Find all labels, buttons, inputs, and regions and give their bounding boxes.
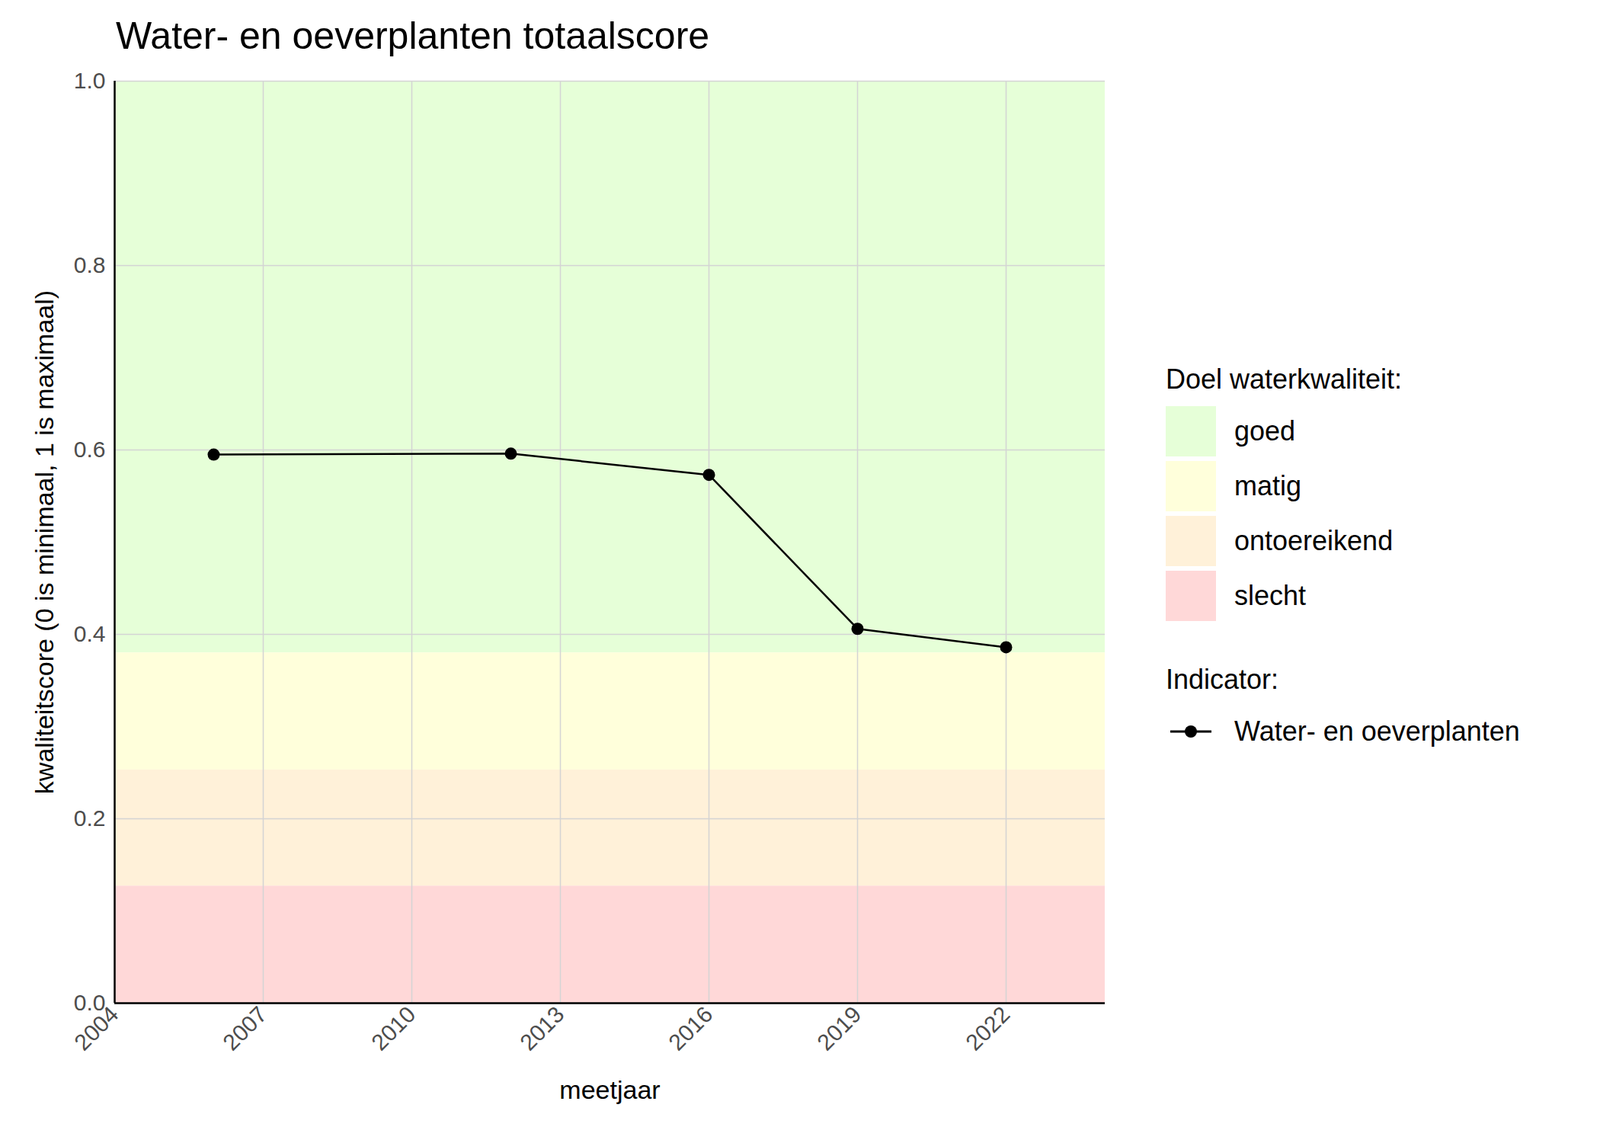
svg-text:0.0: 0.0	[73, 989, 106, 1015]
html-text:Water- en oeverplanten: Water- en oeverplanten	[1234, 715, 1520, 747]
svg-text:2004: 2004	[69, 1001, 124, 1056]
html-text:Water- en oeverplanten totaals: Water- en oeverplanten totaalscore	[115, 14, 710, 58]
svg-text:kwaliteitscore (0 is minimaal,: kwaliteitscore (0 is minimaal, 1 is maxi…	[29, 290, 59, 794]
svg-text:2010: 2010	[366, 1001, 421, 1056]
svg-text:2013: 2013	[515, 1001, 570, 1056]
svg-text:0.4: 0.4	[73, 620, 106, 647]
html-text:Doel waterkwaliteit:: Doel waterkwaliteit:	[1165, 363, 1402, 395]
html-text:matig: matig	[1234, 470, 1302, 502]
svg-text:0.6: 0.6	[73, 436, 106, 462]
svg-text:1.0: 1.0	[73, 67, 106, 93]
svg-text:meetjaar: meetjaar	[559, 1075, 660, 1104]
html-text:ontoereikend: ontoereikend	[1234, 524, 1393, 557]
html-text:slecht: slecht	[1234, 579, 1306, 612]
svg-text:2007: 2007	[217, 1001, 272, 1056]
svg-text:2016: 2016	[663, 1001, 718, 1056]
html-text:goed: goed	[1234, 415, 1296, 447]
svg-text:0.2: 0.2	[73, 805, 106, 831]
svg-text:2019: 2019	[812, 1001, 867, 1056]
svg-text:0.8: 0.8	[73, 252, 106, 278]
svg-text:2022: 2022	[960, 1001, 1015, 1056]
html-text:Indicator:: Indicator:	[1165, 663, 1279, 695]
